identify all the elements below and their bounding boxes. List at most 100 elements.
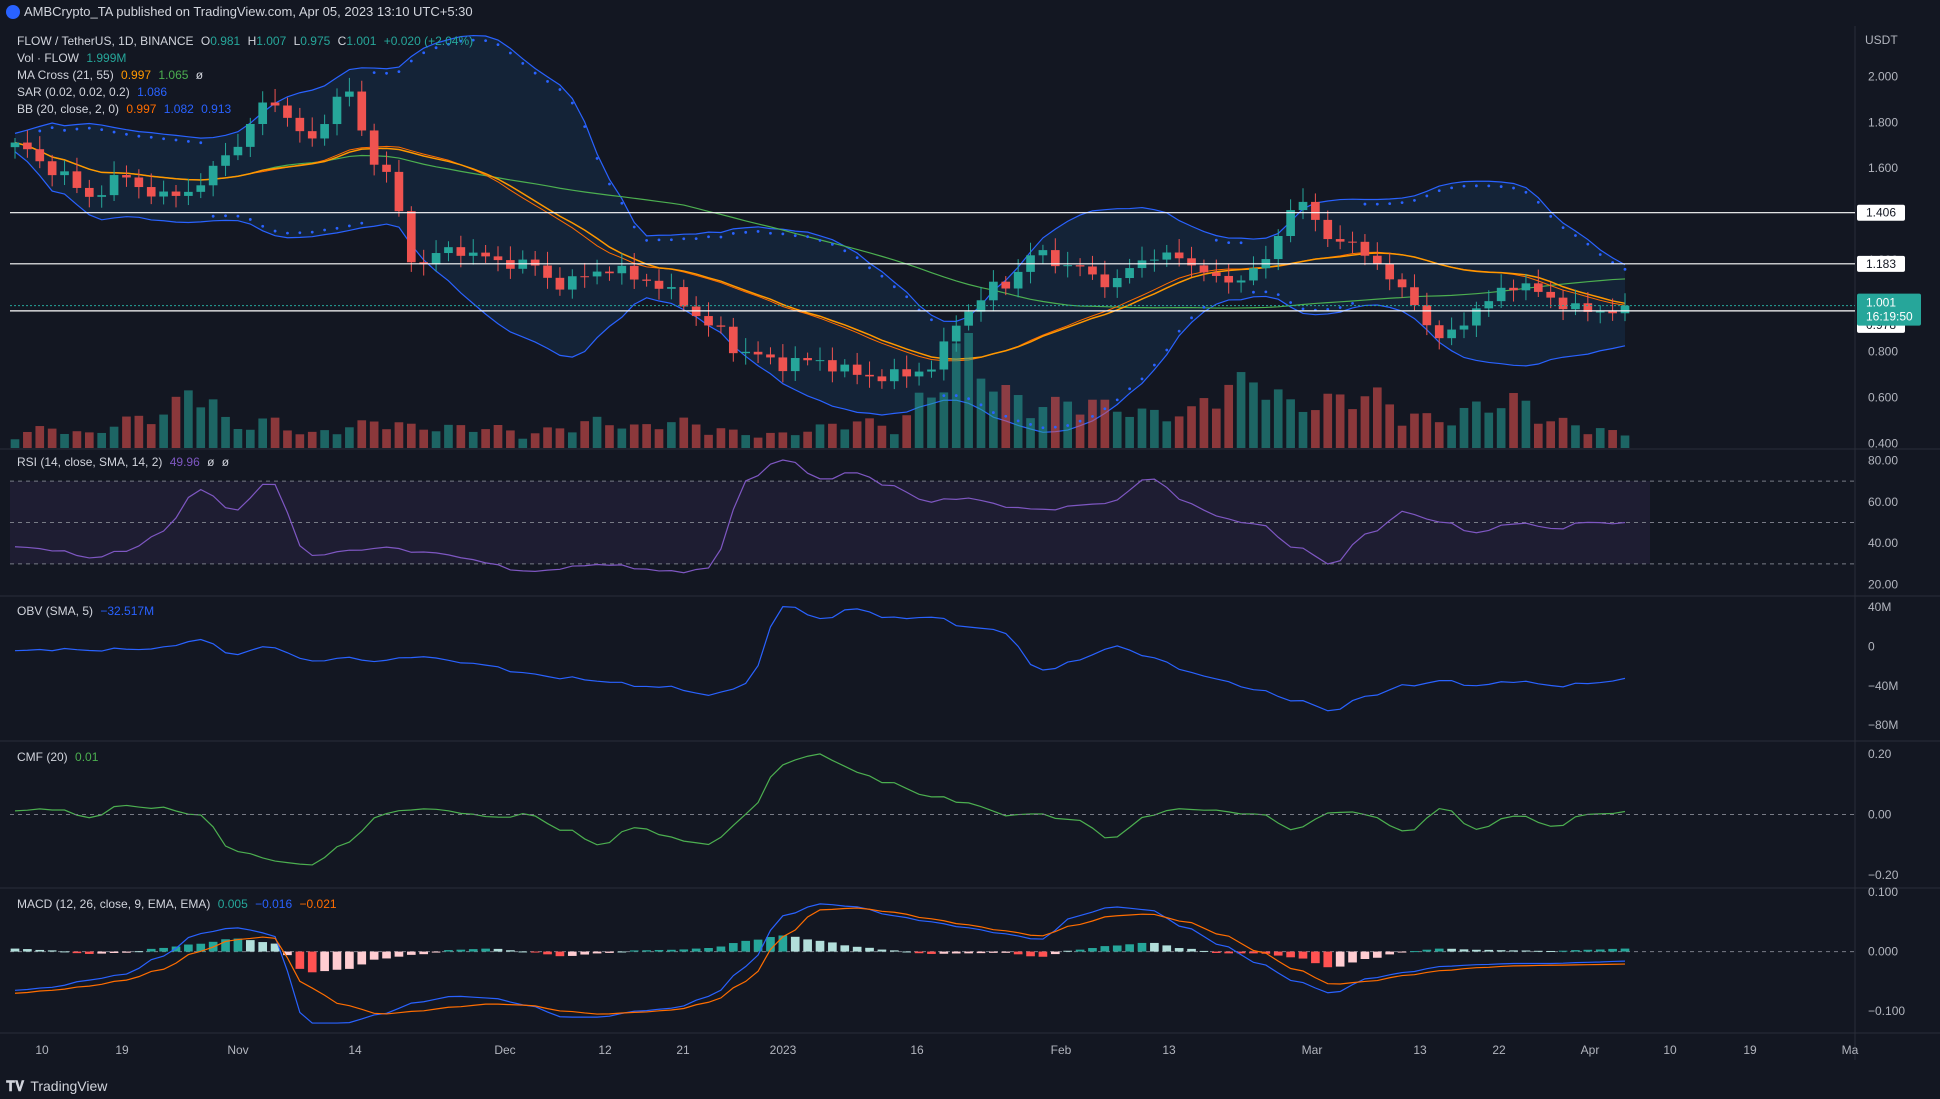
macd-histogram-bar[interactable]	[1112, 945, 1122, 952]
volume-bar[interactable]	[382, 429, 391, 448]
macd-histogram-bar[interactable]	[60, 951, 69, 953]
macd-histogram-bar[interactable]	[307, 951, 317, 973]
ma-cross-legend[interactable]: MA Cross (21, 55) 0.997 1.065 ø	[17, 68, 207, 82]
macd-histogram-bar[interactable]	[345, 951, 354, 969]
macd-legend[interactable]: MACD (12, 26, close, 9, EMA, EMA) 0.005 …	[17, 897, 341, 911]
sar-dot[interactable]	[880, 274, 884, 278]
volume-bar[interactable]	[196, 407, 206, 448]
macd-histogram-bar[interactable]	[1335, 951, 1345, 967]
macd-histogram-bar[interactable]	[1533, 950, 1543, 952]
candle-body[interactable]	[307, 131, 317, 139]
sar-dot[interactable]	[1041, 426, 1045, 430]
volume-bar[interactable]	[1558, 417, 1568, 448]
candle-body[interactable]	[1360, 241, 1370, 256]
sar-dot[interactable]	[447, 42, 450, 46]
macd-histogram-bar[interactable]	[1360, 951, 1370, 960]
sar-dot[interactable]	[1140, 377, 1144, 381]
volume-bar[interactable]	[493, 424, 503, 448]
current-price-tag[interactable]	[1857, 293, 1921, 326]
volume-bar[interactable]	[728, 429, 738, 448]
sar-dot[interactable]	[1487, 184, 1491, 188]
sar-dot[interactable]	[892, 285, 896, 289]
volume-bar[interactable]	[803, 431, 812, 448]
volume-bar[interactable]	[1298, 411, 1308, 448]
sar-dot[interactable]	[682, 237, 686, 241]
candle-body[interactable]	[1608, 311, 1617, 314]
volume-bar[interactable]	[1150, 409, 1159, 448]
candle-body[interactable]	[171, 191, 181, 196]
volume-bar[interactable]	[828, 423, 837, 448]
sar-dot[interactable]	[694, 237, 698, 241]
sar-dot[interactable]	[1066, 424, 1070, 427]
volume-bar[interactable]	[530, 433, 540, 448]
sar-dot[interactable]	[162, 137, 166, 141]
candle-body[interactable]	[1434, 325, 1444, 339]
volume-bar[interactable]	[989, 391, 998, 448]
macd-histogram-bar[interactable]	[803, 939, 812, 952]
volume-bar[interactable]	[1335, 394, 1345, 448]
macd-histogram-bar[interactable]	[481, 948, 490, 952]
sar-dot[interactable]	[954, 394, 958, 397]
sar-dot[interactable]	[1053, 425, 1057, 429]
volume-bar[interactable]	[468, 431, 478, 448]
sar-dot[interactable]	[1165, 348, 1169, 352]
macd-histogram-bar[interactable]	[927, 951, 936, 954]
macd-histogram-bar[interactable]	[617, 951, 627, 953]
candle-body[interactable]	[592, 271, 602, 277]
sar-dot[interactable]	[1388, 202, 1392, 205]
sar-dot[interactable]	[1549, 214, 1553, 218]
volume-bar[interactable]	[852, 421, 862, 448]
volume-bar[interactable]	[283, 430, 292, 448]
volume-bar[interactable]	[1372, 387, 1382, 448]
candle-body[interactable]	[345, 91, 354, 97]
macd-histogram-bar[interactable]	[184, 944, 193, 952]
macd-signal-line[interactable]	[14, 907, 1626, 1015]
candle-body[interactable]	[951, 325, 961, 342]
candle-body[interactable]	[976, 300, 986, 312]
volume-bar[interactable]	[233, 428, 243, 448]
volume-bar[interactable]	[506, 430, 515, 448]
volume-bar[interactable]	[691, 424, 701, 448]
volume-bar[interactable]	[1571, 425, 1580, 448]
sar-dot[interactable]	[1103, 407, 1107, 411]
candle-body[interactable]	[753, 351, 763, 355]
candle-body[interactable]	[530, 259, 540, 266]
sar-dot[interactable]	[1276, 293, 1280, 297]
macd-histogram-bar[interactable]	[357, 951, 367, 965]
sar-dot[interactable]	[1301, 307, 1305, 311]
macd-histogram-bar[interactable]	[691, 948, 701, 952]
sar-dot[interactable]	[1611, 261, 1615, 264]
macd-histogram-bar[interactable]	[1273, 951, 1283, 956]
candle-body[interactable]	[964, 311, 973, 326]
macd-histogram-bar[interactable]	[704, 947, 713, 952]
sar-dot[interactable]	[942, 394, 946, 398]
volume-bar[interactable]	[1459, 407, 1469, 448]
candle-body[interactable]	[1224, 275, 1234, 283]
macd-histogram-bar[interactable]	[159, 947, 168, 952]
sar-dot[interactable]	[186, 139, 190, 143]
macd-histogram-bar[interactable]	[1038, 951, 1048, 957]
macd-histogram-bar[interactable]	[914, 951, 924, 954]
sar-dot[interactable]	[533, 71, 537, 75]
sar-dot[interactable]	[372, 71, 376, 75]
sar-dot[interactable]	[347, 224, 351, 228]
candle-body[interactable]	[1150, 259, 1159, 261]
macd-histogram-bar[interactable]	[1125, 944, 1134, 952]
candle-body[interactable]	[1088, 266, 1097, 275]
macd-histogram-bar[interactable]	[109, 951, 119, 954]
candle-body[interactable]	[1459, 325, 1469, 330]
volume-bar[interactable]	[60, 433, 69, 448]
volume-bar[interactable]	[258, 418, 268, 448]
volume-bar[interactable]	[1112, 411, 1122, 448]
volume-bar[interactable]	[716, 428, 726, 448]
sar-dot[interactable]	[1351, 301, 1354, 305]
volume-bar[interactable]	[35, 426, 45, 448]
candle-body[interactable]	[394, 171, 404, 212]
candle-body[interactable]	[1063, 265, 1073, 267]
macd-histogram-bar[interactable]	[468, 949, 478, 952]
macd-histogram-bar[interactable]	[865, 947, 874, 952]
candle-body[interactable]	[245, 124, 255, 147]
sar-dot[interactable]	[608, 182, 611, 186]
sar-dot[interactable]	[236, 214, 240, 218]
volume-bar[interactable]	[406, 423, 416, 448]
